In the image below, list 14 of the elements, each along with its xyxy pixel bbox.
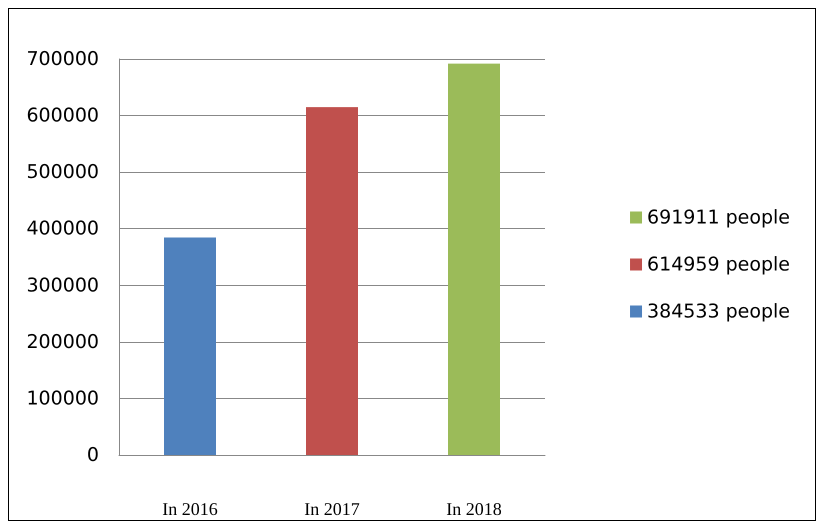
y-tick-label: 100000 [26, 387, 99, 410]
y-tick-label: 500000 [26, 161, 99, 184]
legend-label: 691911 people [647, 206, 790, 228]
x-tick-label: In 2018 [446, 499, 502, 519]
y-tick-label: 300000 [26, 274, 99, 296]
y-tick-label: 700000 [26, 48, 99, 70]
y-tick-label: 400000 [26, 218, 99, 240]
legend-label: 614959 people [647, 254, 790, 276]
y-tick-label: 0 [86, 444, 99, 466]
x-tick-label: In 2017 [304, 499, 360, 519]
y-tick-label: 600000 [26, 104, 99, 127]
x-tick-label: In 2016 [162, 499, 218, 519]
y-tick-label: 200000 [26, 330, 99, 353]
legend-label: 384533 people [647, 300, 790, 322]
